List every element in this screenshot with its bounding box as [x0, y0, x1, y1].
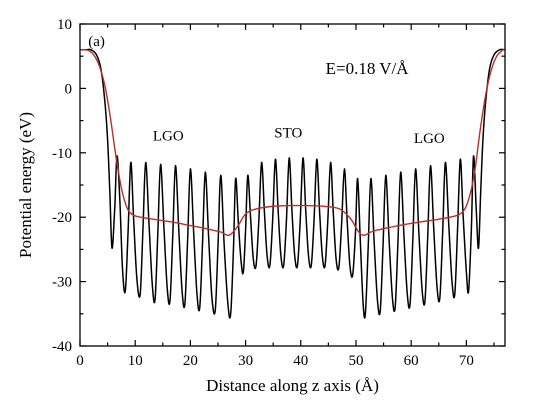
y-tick-label: -30 — [52, 275, 72, 291]
y-tick-label: 10 — [57, 17, 72, 33]
x-tick-label: 70 — [459, 353, 474, 369]
annotation-1: (a) — [88, 34, 105, 50]
annotation-3: LGO — [153, 129, 184, 145]
annotation-2: E=0.18 V/Å — [326, 59, 410, 78]
x-tick-label: 20 — [183, 353, 198, 369]
x-tick-label: 50 — [348, 353, 363, 369]
tick-labels-layer: 0 10 20 30 40 50 60 70 10 0 -10 -20 -30 -40 — [52, 17, 474, 369]
y-tick-label: -10 — [52, 146, 72, 162]
y-axis-title: Potential energy (eV) — [16, 112, 35, 258]
annotation-4: STO — [274, 125, 302, 141]
series-layer — [80, 48, 505, 319]
x-tick-label: 40 — [293, 353, 308, 369]
series-line-2 — [80, 49, 505, 237]
series-line-1 — [80, 48, 505, 319]
x-tick-label: 30 — [238, 353, 253, 369]
x-tick-label: 0 — [76, 353, 84, 369]
x-tick-label: 60 — [404, 353, 419, 369]
x-tick-label: 10 — [128, 353, 143, 369]
x-axis-title: Distance along z axis (Å) — [206, 376, 379, 395]
annotations-layer: (a) E=0.18 V/Å LGO STO LGO — [88, 34, 445, 147]
y-tick-label: -40 — [52, 339, 72, 355]
ticks-layer — [79, 23, 505, 347]
annotation-5: LGO — [414, 131, 445, 147]
y-tick-label: -20 — [52, 210, 72, 226]
y-tick-label: 0 — [65, 81, 73, 97]
